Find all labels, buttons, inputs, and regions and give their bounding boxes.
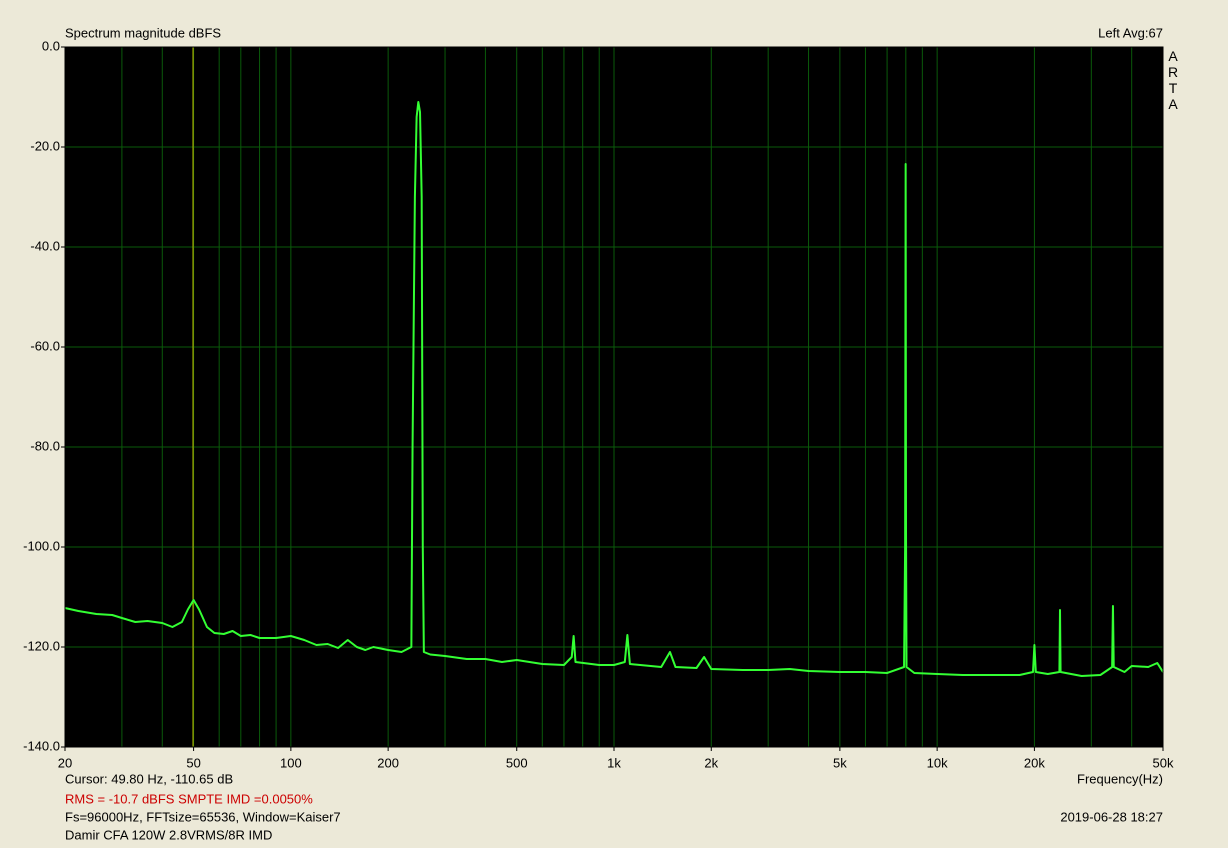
y-tick-label: -120.0 bbox=[23, 638, 60, 653]
x-tick-label: 50 bbox=[186, 755, 200, 770]
plot-border bbox=[64, 46, 1164, 748]
cursor-readout: Cursor: 49.80 Hz, -110.65 dB bbox=[65, 771, 233, 786]
y-tick-label: -100.0 bbox=[23, 538, 60, 553]
x-tick-label: 100 bbox=[280, 755, 302, 770]
x-axis-label: Frequency(Hz) bbox=[1077, 771, 1163, 786]
x-tick-label: 500 bbox=[506, 755, 528, 770]
x-tick-label: 20k bbox=[1024, 755, 1045, 770]
y-tick-label: 0.0 bbox=[42, 38, 60, 53]
spectrum-line bbox=[64, 101, 1164, 677]
x-tick-label: 5k bbox=[833, 755, 847, 770]
y-tick-label: -60.0 bbox=[30, 338, 60, 353]
brand: ARTA bbox=[1165, 48, 1181, 112]
channel-label: Left Avg:67 bbox=[1098, 25, 1163, 40]
x-tick-label: 1k bbox=[607, 755, 621, 770]
y-tick-label: -80.0 bbox=[30, 438, 60, 453]
y-tick-label: -20.0 bbox=[30, 138, 60, 153]
x-tick-label: 10k bbox=[927, 755, 948, 770]
x-tick-label: 2k bbox=[704, 755, 718, 770]
x-tick-label: 50k bbox=[1153, 755, 1174, 770]
chart-title: Spectrum magnitude dBFS bbox=[65, 25, 221, 40]
y-tick-label: -140.0 bbox=[23, 738, 60, 753]
x-tick-label: 200 bbox=[377, 755, 399, 770]
x-tick-label: 20 bbox=[58, 755, 72, 770]
note: Damir CFA 120W 2.8VRMS/8R IMD bbox=[65, 827, 272, 842]
y-tick-label: -40.0 bbox=[30, 238, 60, 253]
timestamp: 2019-06-28 18:27 bbox=[1060, 809, 1163, 824]
summary: RMS = -10.7 dBFS SMPTE IMD =0.0050% bbox=[65, 791, 313, 806]
settings: Fs=96000Hz, FFTsize=65536, Window=Kaiser… bbox=[65, 809, 341, 824]
